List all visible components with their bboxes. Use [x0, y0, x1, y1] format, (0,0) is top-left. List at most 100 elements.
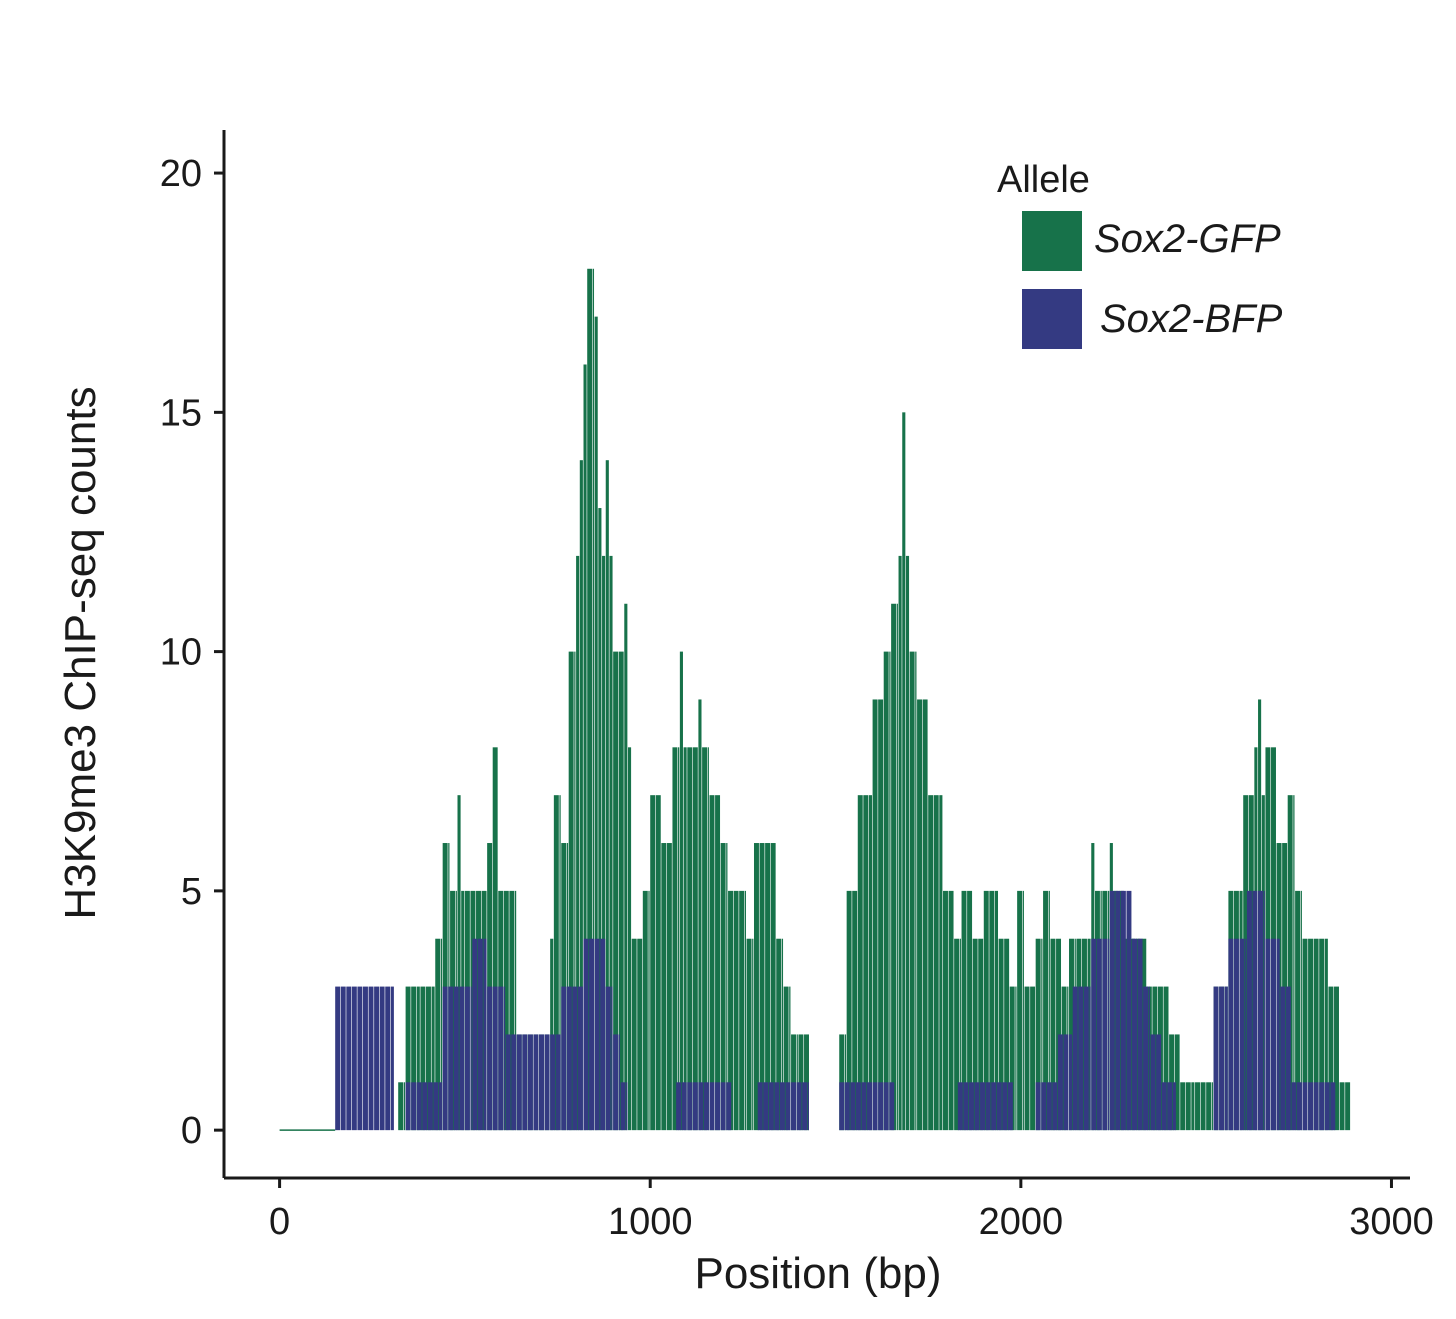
sox2-bfp-bar [605, 986, 611, 1131]
sox2-bfp-bar [618, 1034, 620, 1131]
sox2-bfp-bar [1132, 938, 1137, 1131]
sox2-gfp-bar [1328, 986, 1334, 1131]
sox2-bfp-bar [600, 938, 606, 1131]
sox2-bfp-bar [1089, 986, 1091, 1131]
sox2-bfp-bar [527, 1034, 533, 1131]
sox2-gfp-bar [618, 651, 624, 1131]
sox2-bfp-bar [511, 1034, 517, 1131]
sox2-gfp-bar [889, 651, 891, 1131]
sox2-gfp-bar [650, 795, 656, 1131]
sox2-bfp-bar [1137, 938, 1143, 1131]
legend-swatch-sox2-gfp [1022, 211, 1082, 271]
sox2-gfp-bar [943, 890, 948, 1131]
legend-label-sox2-bfp: Sox2-BFP [1100, 297, 1283, 341]
sox2-gfp-bar [416, 986, 420, 1131]
sox2-gfp-bar [891, 603, 897, 1131]
x-tick-label: 3000 [1349, 1201, 1434, 1243]
sox2-bfp-bar [477, 938, 483, 1131]
sox2-gfp-bar [1308, 938, 1314, 1131]
sox2-bfp-bar [1072, 986, 1078, 1131]
sox2-gfp-bar [857, 795, 863, 1131]
y-tick-label: 0 [181, 1110, 202, 1152]
x-tick-label: 0 [269, 1201, 290, 1243]
sox2-bfp-bar [583, 938, 589, 1131]
sox2-bfp-bar [850, 1082, 856, 1131]
sox2-gfp-bar [631, 938, 637, 1131]
sox2-gfp-bar [403, 1082, 406, 1131]
sox2-bfp-bar [883, 1082, 889, 1131]
sox2-gfp-bar [1191, 1082, 1195, 1131]
sox2-bfp-bar [577, 986, 583, 1131]
sox2-bfp-bar [566, 986, 572, 1131]
sox2-gfp-bar [744, 890, 746, 1131]
sox2-gfp-bar [765, 843, 771, 1131]
sox2-bfp-bar [1120, 890, 1126, 1131]
sox2-bfp-bar [438, 1082, 443, 1131]
sox2-gfp-bar [1022, 890, 1024, 1131]
sox2-bfp-bar [416, 1082, 422, 1131]
sox2-bfp-bar [1150, 1034, 1156, 1131]
sox2-gfp-bar [922, 699, 928, 1131]
sox2-bfp-bar [483, 938, 487, 1131]
sox2-gfp-bar [905, 555, 910, 1131]
sox2-gfp-bar [1015, 986, 1017, 1131]
sox2-gfp-bar [592, 268, 595, 1131]
sox2-gfp-bar [679, 651, 683, 1131]
sox2-bfp-bar [1115, 890, 1121, 1131]
sox2-bfp-bar [464, 986, 470, 1131]
sox2-bfp-bar [1265, 938, 1271, 1131]
sox2-bfp-bar [796, 1082, 802, 1131]
sox2-bfp-bar [1161, 1082, 1167, 1131]
sox2-gfp-bar [627, 747, 632, 1131]
sox2-gfp-bar [698, 699, 702, 1131]
sox2-gfp-bar [692, 747, 698, 1131]
sox2-bfp-bar [589, 938, 595, 1131]
sox2-bfp-bar [855, 1082, 861, 1131]
sox2-gfp-bar [917, 699, 923, 1131]
sox2-bfp-bar [698, 1082, 704, 1131]
sox2-bfp-bar [1313, 1082, 1319, 1131]
sox2-bfp-bar [620, 1082, 626, 1131]
sox2-bfp-bar [757, 1082, 763, 1131]
sox2-gfp-bar [902, 412, 906, 1131]
sox2-bfp-bar [1172, 1082, 1176, 1131]
sox2-bfp-bar [692, 1082, 698, 1131]
sox2-bfp-bar [985, 1082, 991, 1131]
sox2-bfp-bar [555, 1034, 561, 1131]
sox2-gfp-bar [398, 1082, 404, 1131]
sox2-bfp-bar [878, 1082, 884, 1131]
sox2-gfp-bar [440, 938, 443, 1131]
sox2-gfp-bar [909, 651, 915, 1131]
sox2-gfp-bar [1313, 938, 1319, 1131]
sox2-bfp-bar [1035, 1082, 1041, 1131]
sox2-bfp-bar [1057, 1034, 1063, 1131]
sox2-bfp-bar [1107, 938, 1110, 1131]
sox2-bfp-bar [427, 1082, 433, 1131]
sox2-gfp-bar [642, 890, 648, 1131]
sox2-bfp-bar [715, 1082, 721, 1131]
sox2-gfp-bar [678, 747, 680, 1131]
sox2-gfp-bar [746, 938, 752, 1131]
sox2-bfp-bar [791, 1082, 797, 1131]
sox2-gfp-bar [425, 986, 431, 1131]
sox2-bfp-bar [503, 986, 506, 1131]
sox2-bfp-bar [1246, 890, 1252, 1131]
sox2-gfp-bar [568, 651, 574, 1131]
sox2-bfp-bar [611, 986, 613, 1131]
sox2-gfp-bar [605, 460, 609, 1131]
sox2-gfp-bar [553, 795, 559, 1131]
sox2-bfp-bar [1126, 890, 1132, 1131]
sox2-bfp-bar [1219, 986, 1225, 1131]
sox2-gfp-bar [1043, 890, 1049, 1131]
sox2-bfp-bar [779, 1082, 785, 1131]
sox2-gfp-bar [863, 795, 869, 1131]
sox2-bfp-bar [1285, 986, 1291, 1131]
sox2-bfp-bar [963, 1082, 969, 1131]
sox2-bfp-bar [362, 986, 368, 1131]
sox2-bfp-bar [839, 1082, 845, 1131]
sox2-gfp-bar [1302, 938, 1308, 1131]
sox2-gfp-bar [648, 890, 650, 1131]
sox2-gfp-bar [587, 268, 593, 1131]
sox2-gfp-bar [948, 890, 954, 1131]
sox2-gfp-bar [928, 795, 934, 1131]
